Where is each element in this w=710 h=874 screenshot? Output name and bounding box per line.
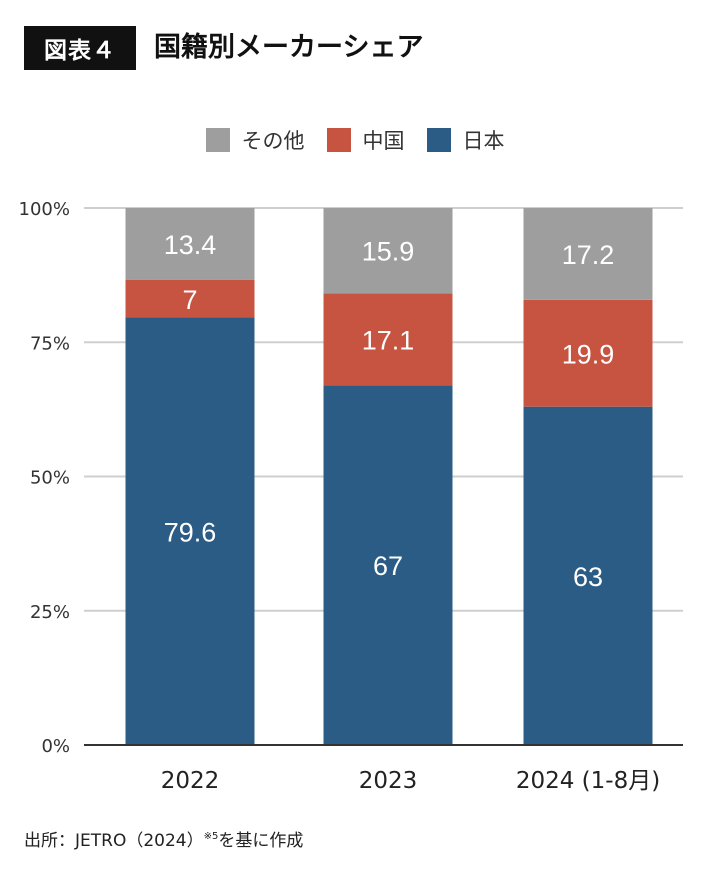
source-prefix: 出所：JETRO（2024） <box>24 831 204 851</box>
x-category-label: 2024 (1-8月) <box>516 768 660 794</box>
legend-item-china: 中国 <box>326 125 405 155</box>
legend-label-china: 中国 <box>362 129 405 153</box>
data-label-japan: 79.6 <box>164 517 217 547</box>
data-label-japan: 63 <box>573 562 603 592</box>
data-label-other: 17.2 <box>562 240 615 270</box>
data-label-china: 17.1 <box>362 325 415 355</box>
figure-number-badge: 図表４ <box>24 26 136 70</box>
bar-segment-other <box>523 208 653 300</box>
data-label-china: 7 <box>182 285 197 315</box>
legend-swatch-japan <box>426 128 451 152</box>
source-suffix: を基に作成 <box>218 831 304 851</box>
data-label-other: 15.9 <box>362 237 415 267</box>
legend-label-other: その他 <box>241 129 305 153</box>
bar-segment-china <box>523 299 653 407</box>
data-label-other: 13.4 <box>164 230 217 260</box>
bar-segment-japan <box>323 385 453 745</box>
bar-segment-japan <box>125 317 255 745</box>
source-note-mark: ※5 <box>203 831 219 842</box>
legend-swatch-other <box>205 128 230 152</box>
legend-item-other: その他 <box>205 125 305 155</box>
legend-item-japan: 日本 <box>426 125 505 155</box>
y-tick-label: 75% <box>30 333 70 354</box>
y-tick-label: 50% <box>30 468 70 489</box>
x-category-label: 2022 <box>161 768 220 794</box>
data-label-china: 19.9 <box>562 339 615 369</box>
bar-segment-china <box>323 293 453 386</box>
y-tick-label: 0% <box>41 736 70 757</box>
legend-label-japan: 日本 <box>462 129 505 153</box>
chart-title: 国籍別メーカーシェア <box>154 32 424 63</box>
x-category-label: 2023 <box>359 768 418 794</box>
y-tick-label: 100% <box>19 199 70 220</box>
bar-segment-china <box>125 279 255 318</box>
legend: その他 中国 日本 <box>0 124 710 156</box>
source-note: 出所：JETRO（2024）※5を基に作成 <box>24 826 303 851</box>
bar-segment-japan <box>523 406 653 745</box>
y-tick-label: 25% <box>30 602 70 623</box>
data-label-japan: 67 <box>373 551 403 581</box>
bar-segment-other <box>323 208 453 294</box>
bar-segment-other <box>125 208 255 280</box>
legend-swatch-china <box>326 128 351 152</box>
